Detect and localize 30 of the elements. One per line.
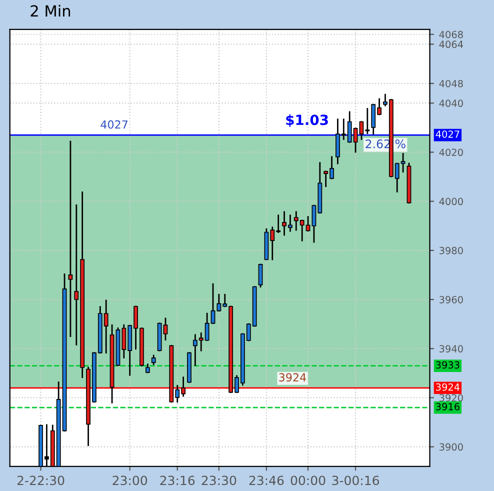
- x-tick-label: 23:46: [249, 476, 284, 486]
- y-tick-label: 4068: [439, 30, 463, 38]
- candlestick: [68, 140, 73, 338]
- annotation: 2.62 %: [366, 139, 406, 148]
- ref-line-label: 3933: [436, 361, 460, 369]
- x-tick-label: 23:16: [160, 476, 195, 486]
- y-tick-label: 4040: [439, 100, 463, 107]
- x-tick-label: 2-22:30: [17, 476, 64, 486]
- y-tick-label: 4064: [439, 40, 464, 48]
- chart-title: 2 Min: [30, 4, 70, 16]
- y-tick-label: 4048: [439, 80, 463, 88]
- ref-line-label: 3924: [436, 383, 460, 391]
- annotation: 3924: [279, 373, 306, 382]
- candlestick: [258, 264, 263, 288]
- x-tick-label: 23:30: [202, 476, 236, 486]
- x-tick-label: 3-00:16: [332, 476, 379, 486]
- x-tick-label: 00:00: [290, 476, 326, 486]
- annotation: $1.03: [286, 114, 328, 127]
- annotation: 4027: [100, 120, 128, 129]
- ref-line-label: 3916: [436, 402, 460, 410]
- y-tick-label: 3940: [440, 345, 463, 352]
- ref-line-label: 4027: [436, 130, 460, 138]
- y-tick-label: 3960: [440, 296, 463, 304]
- y-tick-label: 3920: [440, 394, 463, 402]
- y-tick-label: 4020: [439, 148, 463, 156]
- y-tick-label: 3900: [440, 443, 463, 451]
- y-tick-label: 3980: [440, 246, 463, 254]
- y-tick-label: 4000: [439, 198, 463, 206]
- x-tick-label: 23:00: [112, 476, 148, 486]
- candlestick: [163, 318, 168, 340]
